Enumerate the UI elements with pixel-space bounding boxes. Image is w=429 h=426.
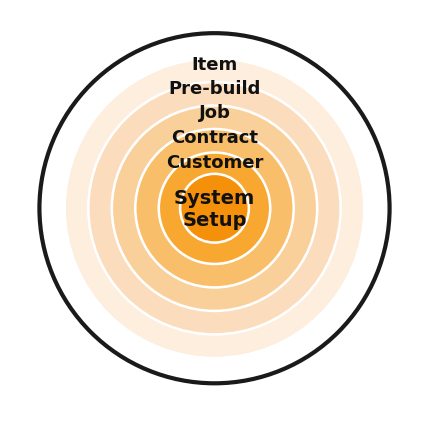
Circle shape [160,154,269,263]
Circle shape [87,81,342,336]
Text: Pre-build: Pre-build [168,80,261,98]
Text: Contract: Contract [171,129,258,147]
Circle shape [179,173,250,244]
Circle shape [63,58,366,359]
Circle shape [113,107,316,310]
Circle shape [134,128,295,289]
Circle shape [90,84,339,333]
Circle shape [66,61,363,357]
Text: Job: Job [199,104,230,122]
Circle shape [66,61,363,357]
Circle shape [181,176,248,242]
Circle shape [111,105,318,312]
Text: System
Setup: System Setup [174,188,255,229]
Circle shape [157,152,272,266]
Text: Item: Item [191,55,238,73]
Circle shape [136,131,293,286]
Circle shape [39,34,390,383]
Text: Customer: Customer [166,153,263,172]
